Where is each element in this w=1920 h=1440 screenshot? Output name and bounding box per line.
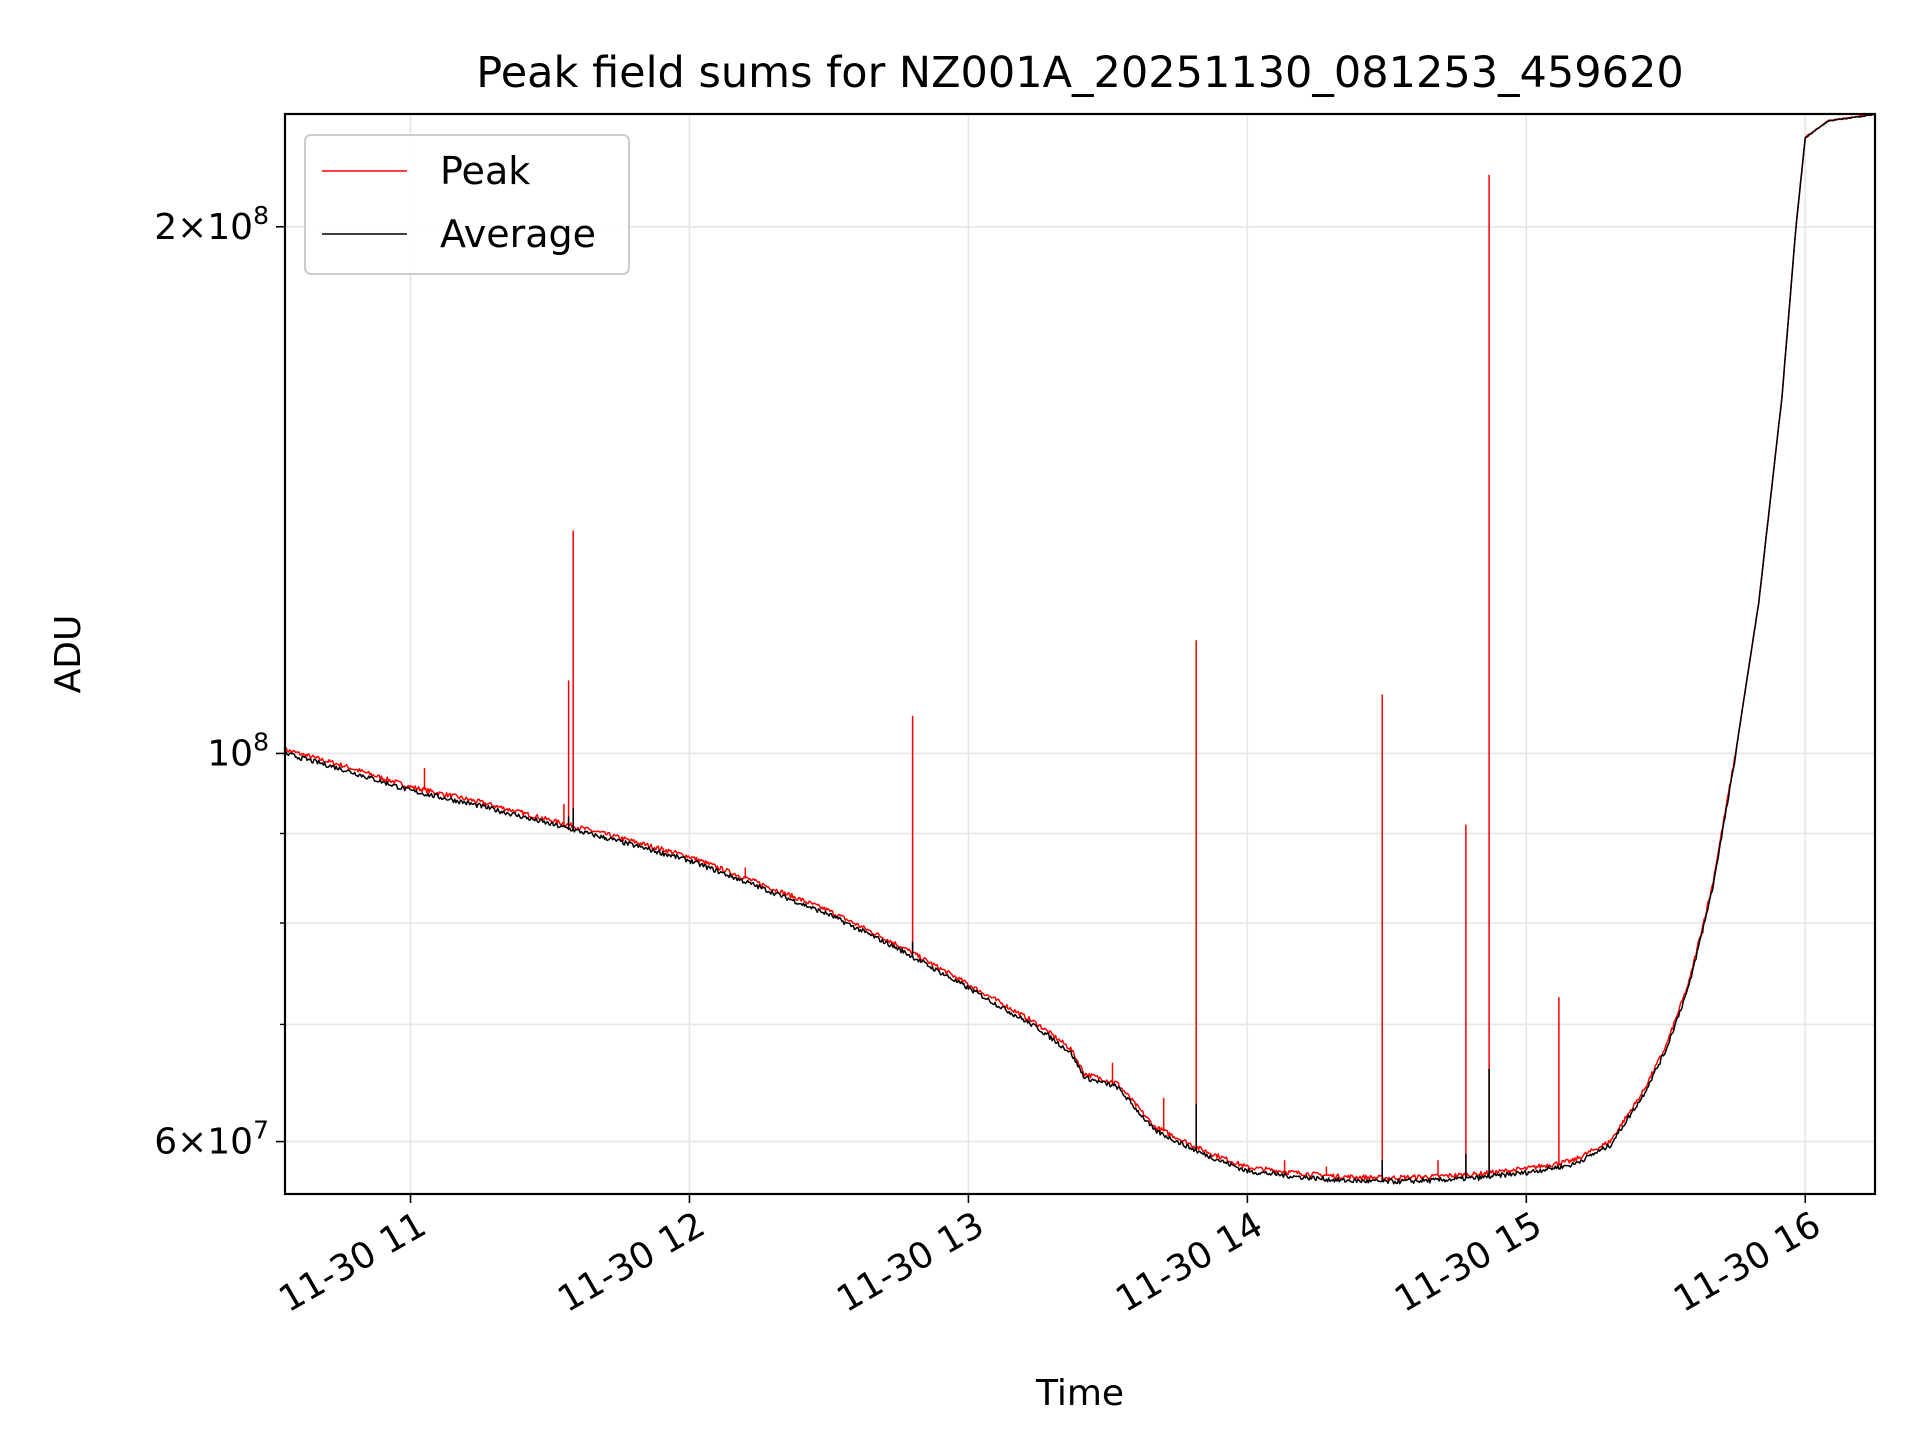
y-tick-label: 2×108 (154, 201, 269, 248)
x-tick-label: 11-30 16 (1667, 1204, 1828, 1320)
x-axis-label: Time (1035, 1373, 1124, 1414)
grid-lines (285, 114, 1875, 1194)
y-axis-label: ADU (48, 615, 89, 694)
legend-box (304, 134, 630, 275)
series-layer (284, 112, 1876, 1185)
x-tick-label: 11-30 14 (1109, 1204, 1270, 1320)
series-peak-line (284, 112, 1876, 1181)
x-tick-label: 11-30 15 (1388, 1204, 1549, 1320)
legend-peak-label: Peak (440, 149, 530, 193)
plot-frame (283, 112, 1877, 1196)
x-tick-label: 11-30 11 (272, 1204, 433, 1320)
legend-average-label: Average (440, 212, 596, 256)
axes-layer: 11-30 11 11-30 12 11-30 13 11-30 14 11-30 15… (154, 201, 1828, 1321)
chart-title: Peak field sums for NZ001A_20251130_0812… (476, 48, 1683, 98)
y-tick-label: 108 (207, 727, 269, 774)
x-tick-label: 11-30 13 (830, 1204, 991, 1320)
legend: Peak Average (304, 134, 630, 275)
x-tick-label: 11-30 12 (551, 1204, 712, 1320)
y-tick-label: 6×107 (154, 1116, 269, 1163)
series-average-line (284, 113, 1876, 1185)
